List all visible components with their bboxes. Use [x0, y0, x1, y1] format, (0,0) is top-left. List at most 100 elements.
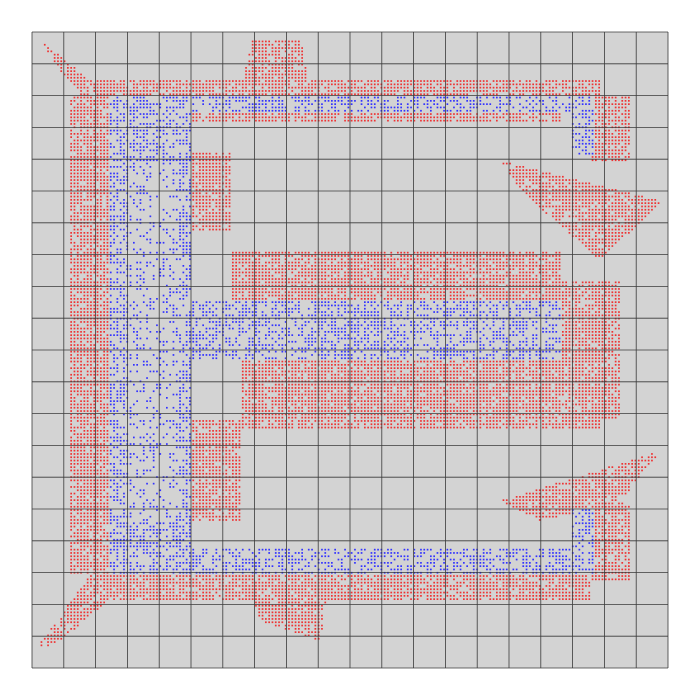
frontier-dot	[241, 80, 244, 82]
frontier-dot	[301, 119, 303, 122]
frontier-dot	[568, 340, 571, 343]
frontier-dot	[535, 298, 538, 300]
frontier-dot	[410, 265, 412, 267]
frontier-dot	[350, 261, 353, 264]
frontier-dot	[390, 255, 393, 257]
frontier-dot	[70, 331, 72, 333]
frontier-dot	[251, 116, 254, 119]
frontier-dot	[377, 271, 379, 274]
frontier-dot	[86, 182, 89, 185]
frontier-dot	[588, 189, 591, 191]
frontier-dot	[581, 80, 584, 82]
frontier-dot	[93, 301, 96, 303]
frontier-dot	[423, 116, 426, 119]
frontier-dot	[228, 152, 231, 155]
frontier-dot	[370, 90, 373, 92]
frontier-dot	[585, 321, 587, 323]
frontier-dot	[354, 86, 356, 89]
frontier-dot	[364, 294, 366, 297]
frontier-dot	[453, 258, 455, 261]
frontier-dot	[238, 90, 241, 92]
frontier-dot	[565, 331, 567, 333]
frontier-dot	[614, 232, 617, 234]
frontier-dot	[100, 298, 102, 300]
frontier-dot	[228, 225, 231, 228]
frontier-dot	[73, 281, 76, 284]
frontier-dot	[542, 205, 544, 208]
frontier-dot	[558, 294, 561, 297]
frontier-dot	[265, 284, 267, 287]
frontier-dot	[624, 208, 627, 211]
frontier-dot	[598, 364, 600, 366]
frontier-dot	[367, 265, 369, 267]
frontier-dot	[93, 291, 96, 294]
frontier-dot	[57, 57, 59, 59]
frontier-dot	[202, 156, 204, 158]
frontier-dot	[100, 185, 102, 188]
frontier-dot	[377, 261, 379, 264]
frontier-dot	[618, 156, 620, 158]
frontier-dot	[486, 278, 488, 280]
frontier-dot	[215, 166, 218, 168]
frontier-dot	[420, 265, 422, 267]
frontier-dot	[261, 116, 264, 119]
frontier-dot	[575, 288, 577, 290]
frontier-dot	[618, 159, 620, 162]
frontier-dot	[486, 271, 488, 274]
frontier-dot	[469, 251, 472, 254]
frontier-dot	[581, 90, 584, 92]
frontier-dot	[512, 175, 515, 178]
frontier-dot	[558, 291, 561, 294]
frontier-dot	[509, 80, 511, 82]
frontier-dot	[496, 80, 498, 82]
frontier-dot	[70, 142, 72, 145]
frontier-dot	[578, 83, 581, 86]
frontier-dot	[208, 179, 211, 181]
frontier-dot	[278, 271, 280, 274]
frontier-dot	[327, 258, 330, 261]
frontier-dot	[83, 294, 86, 297]
frontier-dot	[604, 232, 607, 234]
frontier-dot	[347, 93, 350, 96]
frontier-dot	[420, 281, 422, 284]
frontier-dot	[90, 232, 92, 234]
frontier-dot	[166, 86, 168, 89]
frontier-dot	[192, 156, 195, 158]
frontier-dot	[86, 149, 89, 152]
frontier-dot	[340, 268, 343, 270]
frontier-dot	[628, 116, 630, 119]
frontier-dot	[255, 119, 257, 122]
frontier-dot	[90, 215, 92, 218]
frontier-dot	[459, 367, 462, 369]
frontier-dot	[436, 294, 439, 297]
frontier-dot	[377, 274, 379, 277]
frontier-dot	[106, 142, 109, 145]
frontier-dot	[489, 370, 492, 373]
frontier-dot	[565, 189, 567, 191]
frontier-dot	[86, 162, 89, 165]
frontier-dot	[519, 113, 521, 115]
frontier-dot	[357, 119, 360, 122]
frontier-dot	[232, 274, 234, 277]
frontier-dot	[367, 274, 369, 277]
frontier-dot	[598, 238, 600, 241]
frontier-dot	[83, 271, 86, 274]
frontier-dot	[208, 175, 211, 178]
frontier-dot	[492, 298, 495, 300]
frontier-dot	[383, 258, 386, 261]
frontier-dot	[558, 255, 561, 257]
frontier-dot	[192, 208, 195, 211]
frontier-dot	[268, 119, 270, 122]
frontier-dot	[100, 357, 102, 360]
frontier-dot	[232, 284, 234, 287]
frontier-dot	[238, 291, 241, 294]
frontier-dot	[453, 93, 455, 96]
frontier-dot	[192, 225, 195, 228]
frontier-dot	[515, 113, 518, 115]
frontier-dot	[505, 291, 508, 294]
frontier-dot	[195, 162, 198, 165]
frontier-dot	[294, 364, 297, 366]
frontier-dot	[486, 268, 488, 270]
frontier-dot	[426, 255, 429, 257]
frontier-dot	[482, 90, 485, 92]
